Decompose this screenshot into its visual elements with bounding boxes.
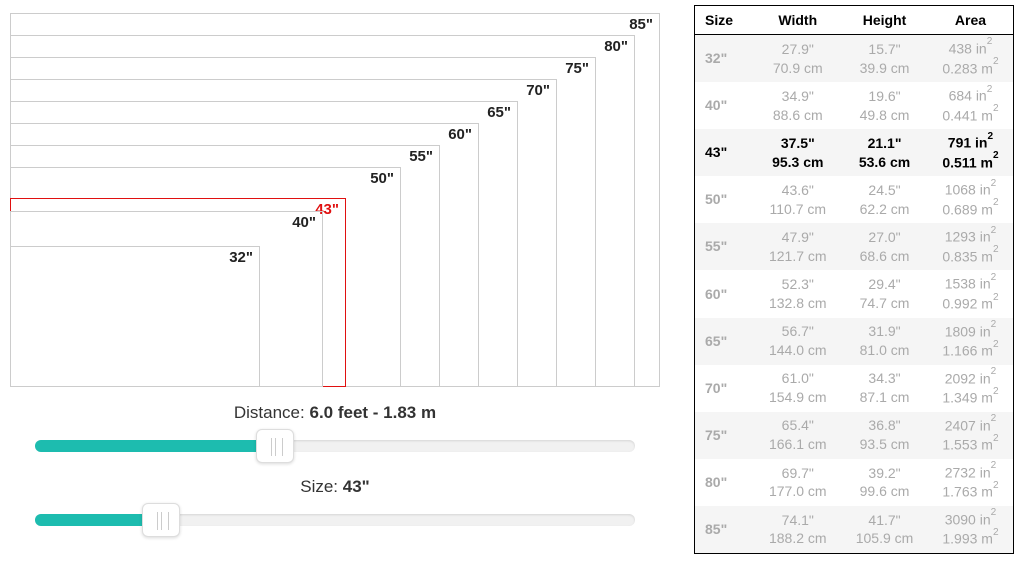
distance-label: Distance: 6.0 feet - 1.83 m <box>35 403 635 423</box>
size-rect-label: 50" <box>370 170 394 187</box>
size-rect-label: 80" <box>604 38 628 55</box>
table-row: 40"34.9"88.6 cm19.6"49.8 cm684 in20.441 … <box>695 82 1014 129</box>
table-row: 70"61.0"154.9 cm34.3"87.1 cm2092 in21.34… <box>695 365 1014 412</box>
size-rect-label: 75" <box>565 60 589 77</box>
size-rect-label: 65" <box>487 104 511 121</box>
table-row: 43"37.5"95.3 cm21.1"53.6 cm791 in20.511 … <box>695 129 1014 176</box>
size-label: Size: 43" <box>35 477 635 497</box>
table-row: 32"27.9"70.9 cm15.7"39.9 cm438 in20.283 … <box>695 35 1014 83</box>
size-rect-label: 55" <box>409 148 433 165</box>
size-rect-label: 85" <box>629 16 653 33</box>
col-width: Width <box>754 6 841 35</box>
size-rect-32: 32" <box>10 246 260 387</box>
table-row: 80"69.7"177.0 cm39.2"99.6 cm2732 in21.76… <box>695 459 1014 506</box>
distance-slider[interactable] <box>35 429 635 463</box>
col-height: Height <box>841 6 928 35</box>
table-row: 55"47.9"121.7 cm27.0"68.6 cm1293 in20.83… <box>695 223 1014 270</box>
size-rect-label: 60" <box>448 126 472 143</box>
size-rect-label: 70" <box>526 82 550 99</box>
size-slider[interactable] <box>35 503 635 537</box>
col-size: Size <box>695 6 755 35</box>
size-diagram: 85"80"75"70"65"60"55"50"43"40"32" <box>10 7 660 387</box>
size-rect-label: 32" <box>229 249 253 266</box>
col-area: Area <box>928 6 1014 35</box>
table-row: 50"43.6"110.7 cm24.5"62.2 cm1068 in20.68… <box>695 176 1014 223</box>
size-rect-label: 40" <box>292 214 316 231</box>
table-row: 75"65.4"166.1 cm36.8"93.5 cm2407 in21.55… <box>695 412 1014 459</box>
size-table: SizeWidthHeightArea 32"27.9"70.9 cm15.7"… <box>694 5 1014 554</box>
table-row: 65"56.7"144.0 cm31.9"81.0 cm1809 in21.16… <box>695 318 1014 365</box>
table-row: 60"52.3"132.8 cm29.4"74.7 cm1538 in20.99… <box>695 270 1014 317</box>
table-row: 85"74.1"188.2 cm41.7"105.9 cm3090 in21.9… <box>695 506 1014 554</box>
